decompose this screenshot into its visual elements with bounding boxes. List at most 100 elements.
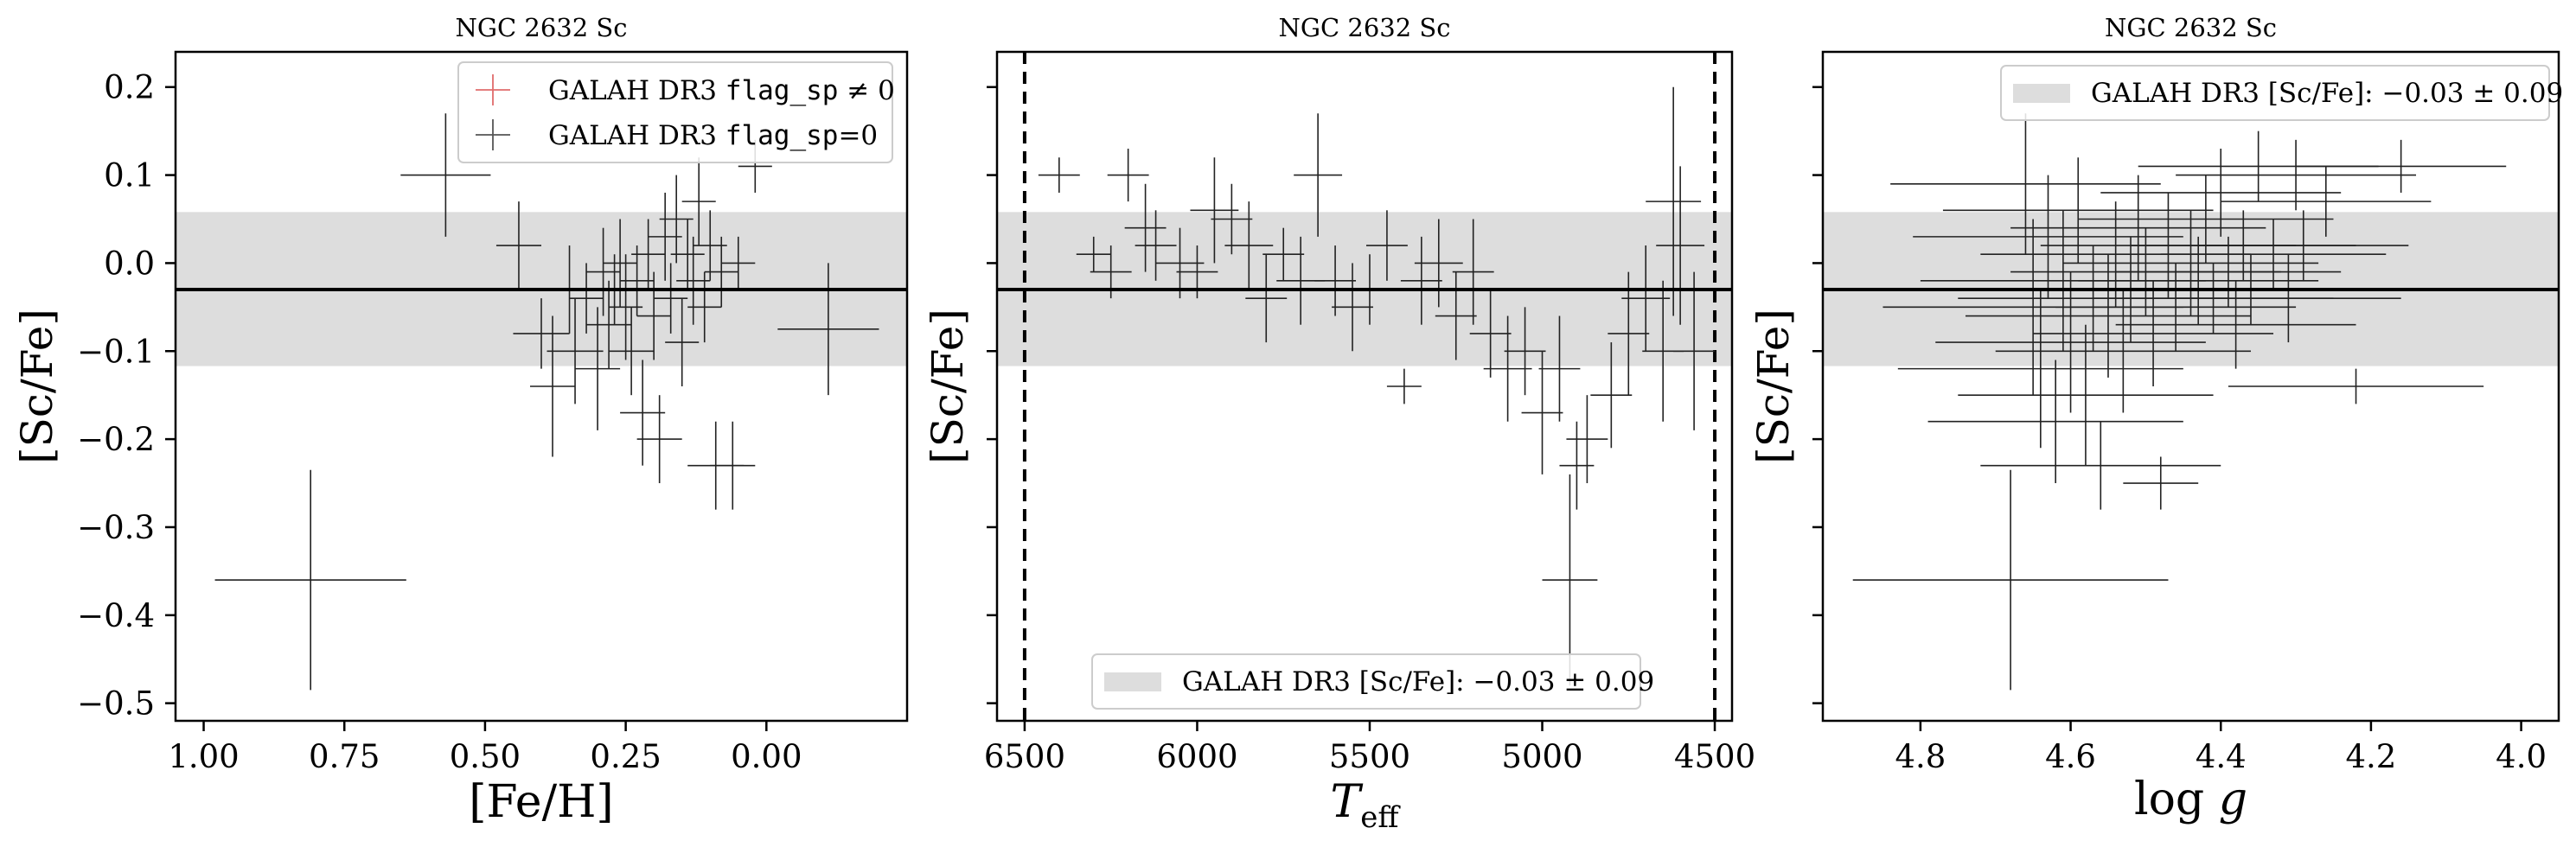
data-point [1452,219,1494,325]
chart-title: NGC 2632 Sc [455,13,627,42]
data-point [575,307,621,430]
data-point [495,201,541,290]
legend-swatch [2013,84,2070,103]
legend-entry-code: flag_sp [725,75,839,106]
data-point [1124,183,1167,272]
data-point [1521,351,1563,474]
x-tick-label: 4500 [1674,738,1755,775]
x-axis-label-main: T [1331,776,1364,828]
y-axis-label: [Sc/Fe] [12,309,62,464]
data-point [687,271,722,343]
legend-entry: GALAH DR3 flag_sp ≠ 0 [548,75,895,106]
data-point [529,315,576,457]
data-point [681,157,716,246]
axes-frame [174,50,909,723]
x-tick-label: 0.25 [590,738,661,775]
x-tick-label: 5000 [1501,738,1582,775]
data-point [1190,157,1239,264]
data-point [2176,254,2401,343]
data-point [1590,342,1633,449]
legend-frame [1091,653,1641,710]
data-point [636,395,682,484]
data-point [2115,280,2356,369]
data-point [1995,289,2251,413]
plot-area [1823,113,2559,691]
series-1 [1852,113,2507,691]
x-tick-label: 4.8 [1895,738,1946,775]
data-point [1332,263,1373,352]
data-point [400,113,491,237]
panels: 1.00 0.75 0.50 0.25 0.00 0.2 0.1 0.0 −0.1 −0.2 −0.… [12,13,2563,835]
data-point [1621,245,1671,352]
legend-entry-prefix: GALAH DR3 [548,75,725,106]
data-point [1965,254,2251,378]
data-point [1135,210,1177,281]
y-axis-label: [Sc/Fe] [1748,309,1799,464]
x-axis-label-sub: eff [1360,800,1401,835]
data-point [1673,271,1716,430]
legend: GALAH DR3 [Sc/Fe]: −0.03 ± 0.09 [1091,653,1654,710]
data-point [1608,271,1650,396]
data-point [1890,113,2161,255]
data-point [603,219,637,308]
x-tick-label: 4.4 [2196,738,2247,775]
x-axis-label: log g [2134,774,2247,825]
data-point [710,421,756,510]
data-point [1262,227,1305,281]
data-point [670,219,705,290]
data-point [2176,139,2417,211]
x-axis-label: Teff [1331,776,1402,835]
data-point [1386,368,1422,404]
legend-swatch [1104,672,1161,691]
legend-entry-prefix: GALAH DR3 [548,120,725,151]
data-point [1542,474,1598,686]
y-tick-label: 0.2 [104,69,155,106]
data-point [569,263,604,334]
data-point [609,307,655,396]
data-point [620,360,666,466]
data-point [1414,219,1463,308]
series-1 [1038,86,1716,686]
data-point [2078,236,2319,325]
chart-title: NGC 2632 Sc [1278,13,1450,42]
data-point [2100,149,2342,237]
legend-entry-math: −0.03 ± 0.09 [2381,78,2563,109]
series-1 [214,113,879,691]
axes-frame [1821,50,2560,723]
data-point [1314,245,1357,316]
x-tick-label: 0.00 [731,738,802,775]
data-point [547,298,604,404]
data-point [1294,113,1343,237]
data-point [1107,149,1149,202]
data-point [1566,395,1608,484]
legend-frame [457,61,893,163]
data-point [1155,227,1205,299]
legend-frame [2000,65,2550,121]
data-point [1400,236,1442,325]
chart-title: NGC 2632 Sc [2105,13,2277,42]
x-tick-label: 0.75 [309,738,380,775]
data-point [1435,271,1477,360]
legend-entry-prefix: GALAH DR3 [Sc/Fe]: [1182,666,1473,697]
x-axis-label-var: g [2219,774,2247,825]
data-point [1646,86,1702,316]
data-point [1245,254,1288,343]
x-tick-label: 4.0 [2496,738,2547,775]
data-point [513,298,570,369]
data-point [1538,315,1581,422]
legend-entry-suffix: =0 [838,120,878,151]
legend-entry: GALAH DR3 [Sc/Fe]: −0.03 ± 0.09 [1182,666,1654,697]
x-tick-label: 4.2 [2345,738,2396,775]
plot-area [997,52,1732,721]
x-tick-label: 4.6 [2045,738,2096,775]
chart-panel-2: 6500 6000 5500 5000 4500 NGC 2632 Sc [Sc/Fe] Te… [923,13,1755,835]
y-axis-label: [Sc/Fe] [923,309,973,464]
data-point [1483,315,1532,422]
x-tick-label: 5500 [1329,738,1410,775]
data-point [1469,289,1512,378]
x-tick-label: 1.00 [168,738,239,775]
plot-area [176,113,907,691]
data-point [665,298,700,386]
data-point [2078,175,2334,264]
